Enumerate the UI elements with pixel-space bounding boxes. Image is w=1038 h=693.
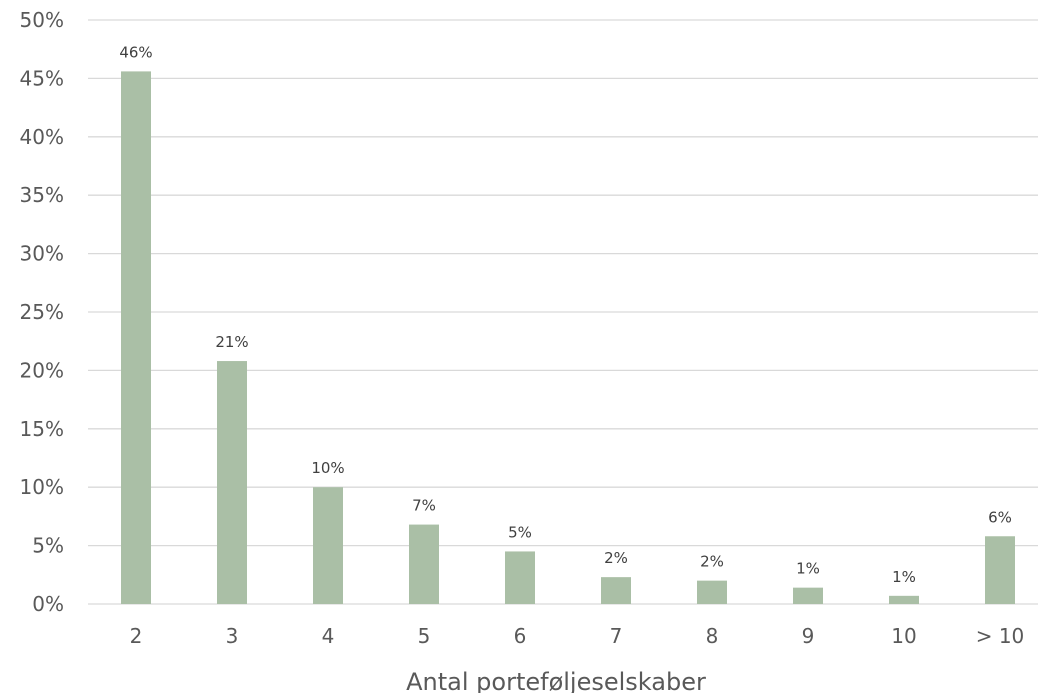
bar-2 <box>121 71 151 605</box>
data-label: 1% <box>892 568 916 586</box>
y-tick-label: 25% <box>20 300 64 324</box>
bar-9 <box>793 587 823 604</box>
data-label: 46% <box>119 43 152 61</box>
data-label: 1% <box>796 560 820 578</box>
y-tick-label: 35% <box>20 183 64 207</box>
data-label: 2% <box>604 549 628 567</box>
y-tick-label: 50% <box>20 8 64 32</box>
y-tick-label: 5% <box>32 534 64 558</box>
x-axis-ticks: 2 3 4 5 6 7 8 9 10 > 10 <box>130 624 1025 648</box>
data-label: 2% <box>700 553 724 571</box>
data-label: 10% <box>311 459 344 477</box>
x-tick-label: 8 <box>706 624 719 648</box>
bar-3 <box>217 361 247 604</box>
data-label: 7% <box>412 497 436 515</box>
data-label: 21% <box>215 333 248 351</box>
y-tick-label: 40% <box>20 125 64 149</box>
bar-10 <box>889 595 919 604</box>
y-tick-label: 10% <box>20 475 64 499</box>
y-tick-label: 0% <box>32 592 64 616</box>
bar-8 <box>697 580 727 604</box>
x-tick-label: > 10 <box>976 624 1025 648</box>
bar-7 <box>601 577 631 604</box>
bar-6 <box>505 551 535 604</box>
data-label: 6% <box>988 508 1012 526</box>
x-tick-label: 7 <box>610 624 623 648</box>
y-tick-label: 30% <box>20 242 64 266</box>
x-tick-label: 2 <box>130 624 143 648</box>
bar-5 <box>409 524 439 604</box>
bar-4 <box>313 487 343 604</box>
x-tick-label: 4 <box>322 624 335 648</box>
x-tick-label: 10 <box>891 624 916 648</box>
data-label: 5% <box>508 523 532 541</box>
x-tick-label: 3 <box>226 624 239 648</box>
y-axis-ticks: 0% 5% 10% 15% 20% 25% 30% 35% 40% 45% 50% <box>20 8 64 616</box>
y-tick-label: 45% <box>20 66 64 90</box>
y-tick-label: 15% <box>20 417 64 441</box>
x-tick-label: 5 <box>418 624 431 648</box>
x-axis-label: Antal porteføljeselskaber <box>406 668 706 693</box>
bars <box>121 71 1015 605</box>
data-labels: 46% 21% 10% 7% 5% 2% 2% 1% 1% 6% <box>119 43 1012 585</box>
y-tick-label: 20% <box>20 358 64 382</box>
bar-10 <box>985 536 1015 604</box>
x-tick-label: 6 <box>514 624 527 648</box>
x-tick-label: 9 <box>802 624 815 648</box>
